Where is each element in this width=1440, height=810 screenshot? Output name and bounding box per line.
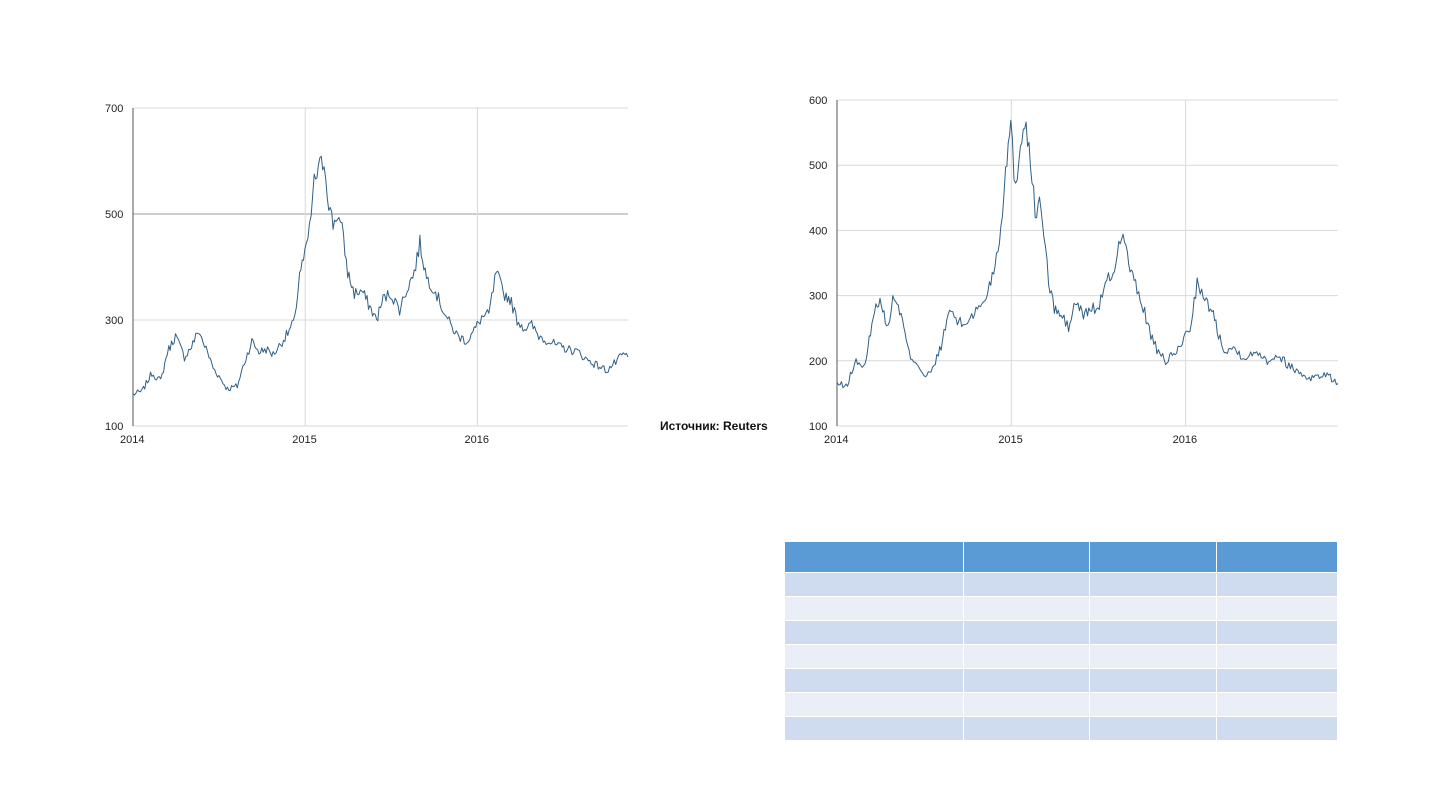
y-tick-label: 300 xyxy=(809,291,827,303)
table-header-cell xyxy=(784,541,964,573)
table-header-cell xyxy=(1216,541,1338,573)
x-tick-label: 2014 xyxy=(824,434,848,446)
series-line xyxy=(836,119,1339,389)
table-cell xyxy=(1089,692,1217,717)
table-cell xyxy=(963,572,1090,597)
table-cell xyxy=(1216,596,1338,621)
table-cell xyxy=(784,668,964,693)
table-cell xyxy=(1089,668,1217,693)
data-table xyxy=(784,541,1338,741)
table-row xyxy=(784,572,1338,597)
table-cell xyxy=(1089,644,1217,669)
x-tick-label: 2016 xyxy=(1173,434,1197,446)
chart-left-svg: 100 300 500 700 2014 2015 2016 xyxy=(105,103,629,446)
table-cell xyxy=(1216,668,1338,693)
table-cell xyxy=(1089,572,1217,597)
y-tick-label: 100 xyxy=(105,421,123,433)
table-cell xyxy=(1216,572,1338,597)
x-tick-label: 2015 xyxy=(998,434,1022,446)
table-cell xyxy=(784,620,964,645)
y-tick-label: 500 xyxy=(809,160,827,172)
source-label: Источник: Reuters xyxy=(660,419,768,433)
y-tick-label: 200 xyxy=(809,356,827,368)
table-cell xyxy=(1216,716,1338,741)
table-row xyxy=(784,716,1338,741)
table-cell xyxy=(963,644,1090,669)
table-cell xyxy=(1216,644,1338,669)
y-tick-label: 700 xyxy=(105,103,123,115)
table-cell xyxy=(784,572,964,597)
y-tick-label: 300 xyxy=(105,315,123,327)
table-cell xyxy=(963,620,1090,645)
table-cell xyxy=(1216,620,1338,645)
table-cell xyxy=(1216,692,1338,717)
series-line xyxy=(132,155,629,396)
table-row xyxy=(784,596,1338,621)
table-header-cell xyxy=(1089,541,1217,573)
x-tick-label: 2016 xyxy=(464,434,488,446)
x-tick-label: 2015 xyxy=(292,434,316,446)
table-header-row xyxy=(784,541,1338,573)
table-cell xyxy=(1089,620,1217,645)
table-header-cell xyxy=(963,541,1090,573)
x-tick-label: 2014 xyxy=(120,434,144,446)
table-cell xyxy=(1089,716,1217,741)
table-row xyxy=(784,620,1338,645)
table-cell xyxy=(784,596,964,621)
table-row xyxy=(784,644,1338,669)
table-cell xyxy=(963,668,1090,693)
y-tick-label: 600 xyxy=(809,95,827,107)
table-row xyxy=(784,668,1338,693)
table-row xyxy=(784,692,1338,717)
y-tick-label: 100 xyxy=(809,421,827,433)
y-tick-label: 500 xyxy=(105,209,123,221)
table-cell xyxy=(963,596,1090,621)
chart-left: 100 300 500 700 2014 2015 2016 xyxy=(95,95,645,460)
table-cell xyxy=(1089,596,1217,621)
table-cell xyxy=(784,692,964,717)
table-cell xyxy=(784,716,964,741)
chart-right-svg: 100 200 300 400 500 600 2014 2015 2016 xyxy=(809,95,1339,446)
table-cell xyxy=(784,644,964,669)
chart-right: 100 200 300 400 500 600 2014 2015 2016 xyxy=(800,88,1350,458)
y-tick-label: 400 xyxy=(809,225,827,237)
table-cell xyxy=(963,692,1090,717)
table-cell xyxy=(963,716,1090,741)
